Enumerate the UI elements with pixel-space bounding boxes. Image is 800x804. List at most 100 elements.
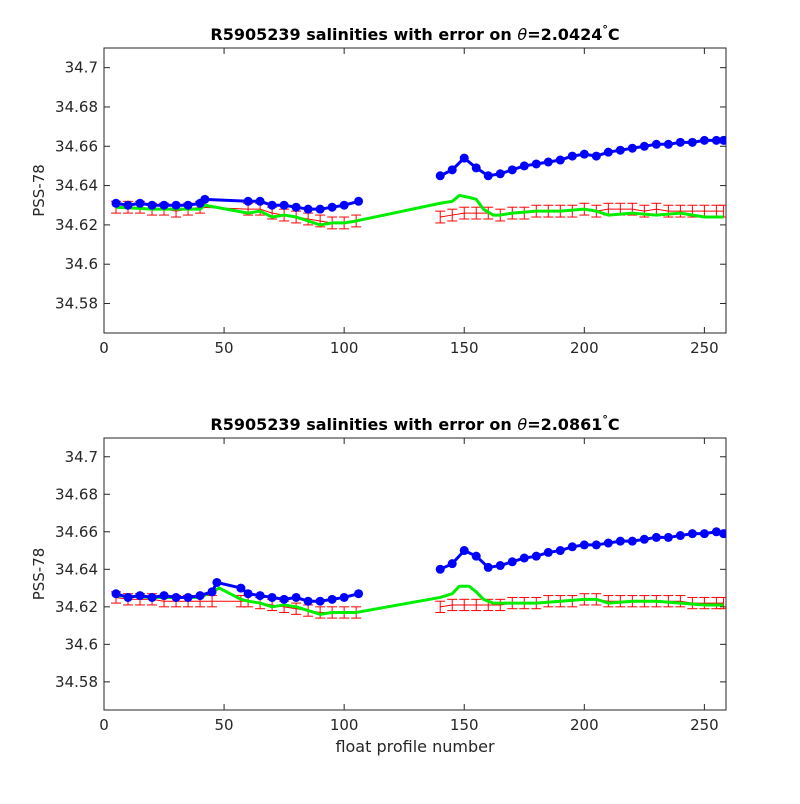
float-salinity-point — [543, 547, 553, 557]
x-tick-label: 250 — [690, 716, 719, 734]
y-tick-label: 34.6 — [65, 635, 98, 653]
float-salinity-point — [111, 589, 121, 599]
y-tick-label: 34.7 — [65, 448, 98, 466]
chart-title-degree: ° — [602, 23, 608, 36]
float-salinity-point — [123, 592, 133, 602]
float-salinity-point — [236, 583, 246, 593]
chart-title: R5905239 salinities with error on θ=2.08… — [210, 413, 619, 434]
float-salinity-point — [267, 200, 277, 210]
float-salinity-point — [159, 591, 169, 601]
float-salinity-point — [579, 149, 589, 159]
float-salinity-point — [200, 194, 210, 204]
float-salinity-point — [699, 135, 709, 145]
float-salinity-point — [291, 592, 301, 602]
float-salinity-point — [507, 557, 517, 567]
float-salinity-point — [339, 592, 349, 602]
y-tick-label: 34.58 — [55, 673, 98, 691]
float-salinity-point — [195, 591, 205, 601]
x-tick-label: 200 — [570, 339, 599, 357]
y-tick-label: 34.66 — [55, 137, 98, 155]
float-salinity-point — [255, 591, 265, 601]
float-salinity-point — [279, 594, 289, 604]
float-salinity-point — [579, 540, 589, 550]
float-salinity-point — [147, 200, 157, 210]
y-tick-label: 34.62 — [55, 598, 98, 616]
float-salinity-point — [663, 139, 673, 149]
float-salinity-point — [639, 141, 649, 151]
float-salinity-point — [279, 200, 289, 210]
float-salinity-point — [543, 157, 553, 167]
chart-title-degree: ° — [602, 413, 608, 426]
float-salinity-point — [603, 147, 613, 157]
float-salinity-point — [639, 534, 649, 544]
float-salinity-point — [435, 564, 445, 574]
float-salinity-point — [495, 169, 505, 179]
x-tick-label: 100 — [330, 339, 359, 357]
float-salinity-point — [483, 171, 493, 181]
float-salinity-point — [243, 589, 253, 599]
float-salinity-point — [687, 529, 697, 539]
chart-title-theta: θ — [517, 25, 527, 44]
chart-title-value: =2.0424 — [527, 25, 602, 44]
chart-title-unit: C — [608, 415, 620, 434]
float-salinity-point — [459, 546, 469, 556]
float-salinity-point — [435, 171, 445, 181]
chart-panel-2: 0 50 100 150 200 250 34.58 34.6 34.62 34.64 34.66 3… — [30, 413, 727, 756]
float-salinity-point — [207, 587, 217, 597]
float-salinity-point — [567, 542, 577, 552]
chart-title-unit: C — [608, 25, 620, 44]
float-salinity-point — [531, 551, 541, 561]
float-salinity-point — [711, 135, 721, 145]
plot-area-frame — [103, 437, 727, 711]
chart-title-theta: θ — [517, 415, 527, 434]
float-salinity-point — [354, 196, 364, 206]
y-axis-label: PSS-78 — [30, 548, 48, 601]
chart-title-prefix: R5905239 salinities with error on — [210, 415, 517, 434]
float-salinity-point — [327, 594, 337, 604]
float-salinity-point — [354, 589, 364, 599]
y-tick-label: 34.7 — [65, 59, 98, 77]
float-salinity-point — [615, 145, 625, 155]
y-tick-label: 34.66 — [55, 523, 98, 541]
float-salinity-point — [471, 551, 481, 561]
float-salinity-point — [171, 200, 181, 210]
float-salinity-point — [519, 161, 529, 171]
x-tick-label: 200 — [570, 716, 599, 734]
y-tick-label: 34.6 — [65, 255, 98, 273]
float-salinity-point — [123, 200, 133, 210]
x-tick-label: 0 — [99, 716, 109, 734]
x-tick-label: 150 — [450, 339, 479, 357]
y-tick-label: 34.62 — [55, 216, 98, 234]
chart-title-value: =2.0861 — [527, 415, 602, 434]
x-tick-label: 250 — [690, 339, 719, 357]
float-salinity-point — [183, 200, 193, 210]
x-tick-label: 0 — [99, 339, 109, 357]
float-salinity-point — [711, 527, 721, 537]
chart-title-prefix: R5905239 salinities with error on — [210, 25, 517, 44]
mapped-salinity-line — [115, 584, 724, 616]
y-tick-label: 34.64 — [55, 177, 98, 195]
x-tick-label: 50 — [215, 339, 234, 357]
chart-panel-1: 0 50 100 150 200 250 34.58 34.6 34.62 34.64 34.66 3… — [30, 23, 727, 357]
float-salinity-point — [651, 532, 661, 542]
y-tick-label: 34.64 — [55, 560, 98, 578]
x-axis-label: float profile number — [335, 737, 495, 756]
float-salinity-point — [315, 204, 325, 214]
float-salinity-point — [651, 139, 661, 149]
float-salinity-point — [471, 163, 481, 173]
float-salinity-point — [135, 198, 145, 208]
float-salinity-point — [567, 151, 577, 161]
float-salinity-point — [507, 165, 517, 175]
plot-area-frame — [103, 47, 727, 334]
float-salinity-point — [243, 196, 253, 206]
y-tick-label: 34.68 — [55, 98, 98, 116]
float-salinity-point — [267, 592, 277, 602]
float-salinity-point — [663, 532, 673, 542]
x-tick-label: 50 — [215, 716, 234, 734]
float-salinity-point — [483, 562, 493, 572]
float-salinity-point — [303, 204, 313, 214]
float-salinity-point — [699, 529, 709, 539]
float-salinity-point — [212, 577, 222, 587]
